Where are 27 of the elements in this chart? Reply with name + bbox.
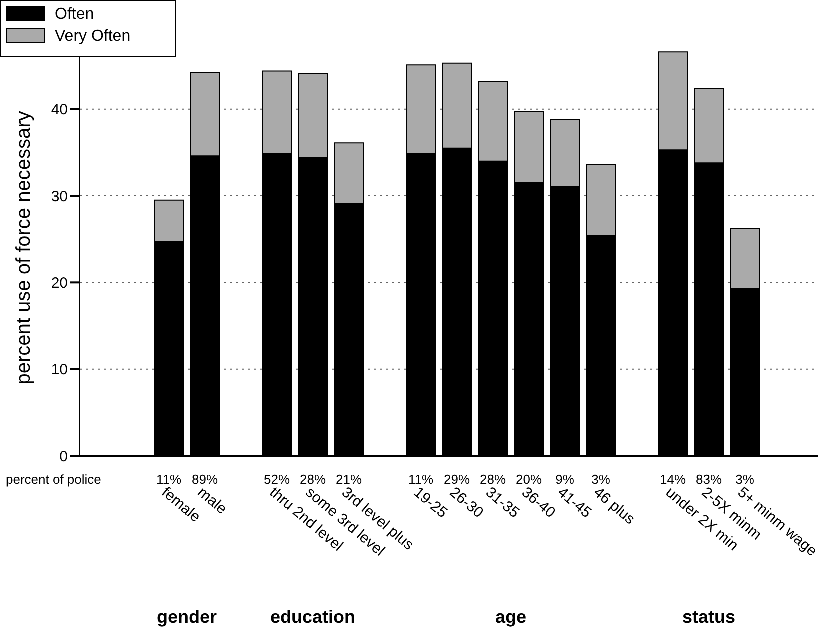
text: 28% — [480, 472, 506, 487]
y-tick-label: 30 — [51, 188, 68, 206]
text: 11% — [156, 472, 182, 487]
text: percent of police — [6, 472, 102, 487]
y-tick-label: 0 — [60, 448, 68, 466]
text: gender — [156, 607, 218, 627]
y-axis-title: percent use of force necessary — [13, 111, 35, 385]
y-tick-label: 40 — [51, 102, 68, 119]
text: 83% — [696, 472, 722, 487]
text: 14% — [660, 472, 686, 487]
text: 9% — [556, 472, 575, 487]
text: 52% — [264, 472, 290, 487]
text: 3% — [592, 472, 611, 487]
y-tick-label: 10 — [51, 362, 68, 379]
text: status — [682, 607, 736, 627]
text: 89% — [192, 472, 218, 487]
legend-label: Often — [55, 6, 94, 23]
legend-label: Very Often — [55, 28, 131, 45]
text: 3% — [736, 472, 755, 487]
text: 21% — [336, 472, 362, 487]
text: 11% — [408, 472, 434, 487]
text: 20% — [516, 472, 542, 487]
y-tick-label: 20 — [51, 274, 68, 292]
text: 28% — [300, 472, 326, 487]
text: education — [270, 607, 356, 627]
text: 29% — [444, 472, 470, 487]
text: age — [495, 607, 527, 627]
